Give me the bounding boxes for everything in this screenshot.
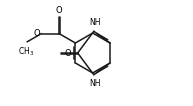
Text: CH$_3$: CH$_3$ (18, 45, 34, 58)
Text: O: O (65, 49, 71, 57)
Text: NH: NH (89, 79, 100, 88)
Text: NH: NH (89, 18, 100, 27)
Text: O: O (33, 29, 40, 38)
Text: O: O (56, 6, 62, 15)
